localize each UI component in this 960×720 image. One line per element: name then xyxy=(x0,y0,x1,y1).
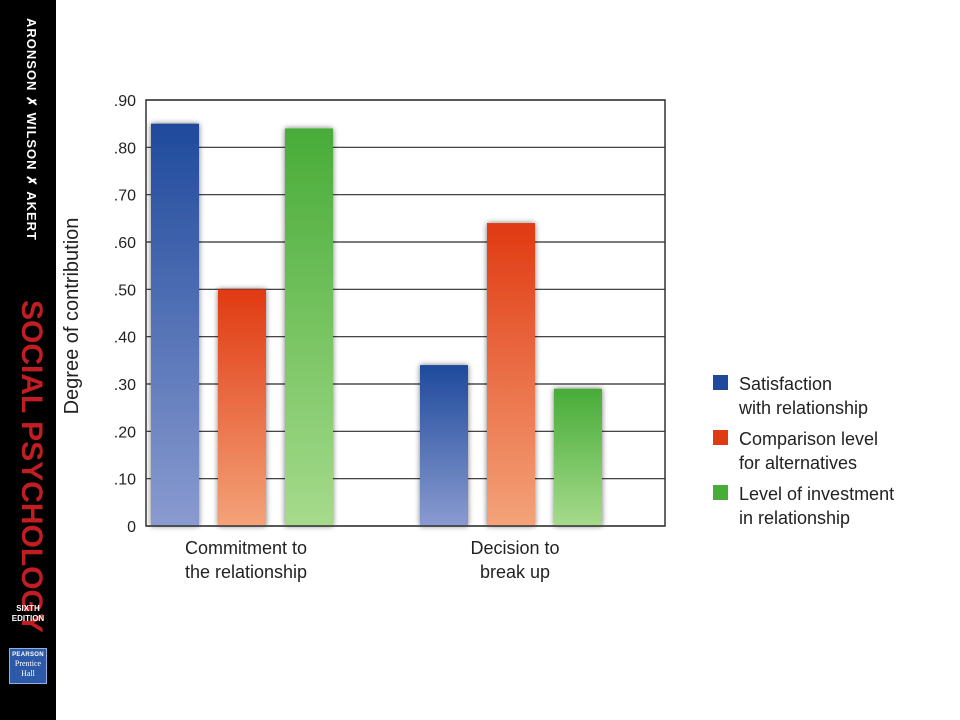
book-edition: SIXTH EDITION xyxy=(4,604,52,624)
bar xyxy=(420,365,468,526)
edition-line-1: SIXTH xyxy=(16,604,40,613)
bar xyxy=(285,128,333,526)
legend-label: Level of investment xyxy=(739,484,894,504)
publisher-logo: PEARSON Prentice Hall xyxy=(9,648,47,684)
legend-label: Satisfaction xyxy=(739,374,832,394)
category-label: Decision to xyxy=(470,538,559,558)
y-tick-label: .50 xyxy=(114,282,136,299)
y-tick-label: .70 xyxy=(114,188,136,205)
category-labels: Commitment to the relationship Decision to… xyxy=(185,538,560,582)
legend-label: for alternatives xyxy=(739,453,857,473)
category-label: Commitment to xyxy=(185,538,307,558)
y-tick-labels: 0 .10 .20 .30 .40 .50 .60 .70 .80 .90 xyxy=(114,93,136,536)
legend-label: with relationship xyxy=(738,398,868,418)
bar xyxy=(487,223,535,527)
book-authors: ARONSON ✗ WILSON ✗ AKERT xyxy=(24,18,39,241)
legend-swatch xyxy=(713,375,728,390)
bar xyxy=(151,123,199,527)
category-label: break up xyxy=(480,562,550,582)
publisher-imprint-line-1: Prentice xyxy=(14,659,42,668)
legend-label: Comparison level xyxy=(739,429,878,449)
legend-swatch xyxy=(713,430,728,445)
legend: Satisfaction with relationship Comparison … xyxy=(713,374,894,528)
bar xyxy=(554,388,602,526)
y-tick-label: .90 xyxy=(114,93,136,110)
legend-swatch xyxy=(713,485,728,500)
y-tick-label: .30 xyxy=(114,377,136,394)
publisher-imprint-line-2: Hall xyxy=(21,669,35,678)
y-tick-label: .10 xyxy=(114,472,136,489)
y-tick-label: .40 xyxy=(114,330,136,347)
bars xyxy=(151,123,602,527)
y-axis-label: Degree of contribution xyxy=(61,218,83,415)
y-tick-label: .80 xyxy=(114,140,136,157)
y-tick-label: .60 xyxy=(114,235,136,252)
edition-line-2: EDITION xyxy=(11,614,45,623)
plot-frame xyxy=(145,99,666,527)
category-label: the relationship xyxy=(185,562,307,582)
bar xyxy=(218,289,266,526)
y-tick-label: .20 xyxy=(114,424,136,441)
book-title: SOCIAL PSYCHOLOGY xyxy=(15,300,48,633)
bar-chart: 0 .10 .20 .30 .40 .50 .60 .70 .80 .90 Commitment … xyxy=(61,93,894,582)
publisher-name: PEARSON xyxy=(12,652,44,658)
y-tick-label: 0 xyxy=(127,519,136,536)
legend-label: in relationship xyxy=(739,508,850,528)
book-spine-sidebar: ARONSON ✗ WILSON ✗ AKERT SOCIAL PSYCHOLO… xyxy=(0,0,56,720)
